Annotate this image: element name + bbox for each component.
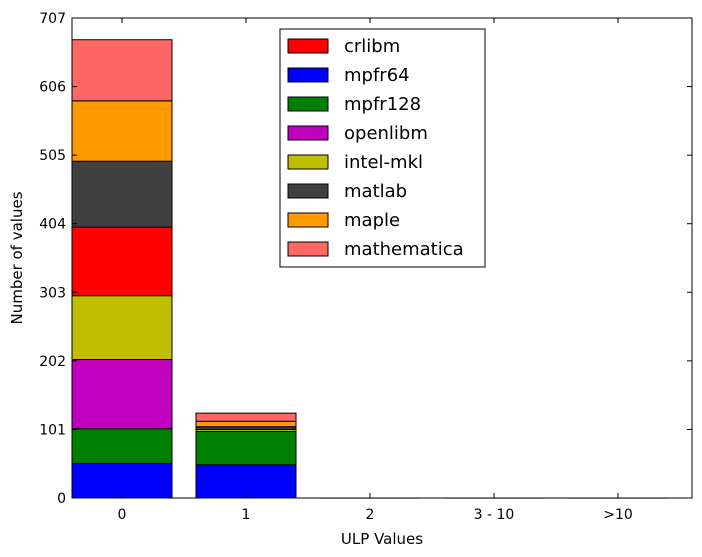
bar-openlibm-0 <box>71 358 173 430</box>
legend: crlibm mpfr64 mpfr128 openlibm intel-mkl matl… <box>279 28 486 268</box>
bars-group <box>71 39 669 499</box>
bar-mpfr128-1 <box>195 430 297 466</box>
y-tick-label-707: 707 <box>39 11 66 27</box>
legend-label-openlibm: openlibm <box>344 123 428 144</box>
y-axis-label: Number of values <box>8 191 26 324</box>
legend-swatch-intel-mkl <box>287 154 329 170</box>
y-tick-label-505: 505 <box>39 148 66 164</box>
bar-matlab-0 <box>71 160 173 228</box>
y-tick-label-202: 202 <box>39 354 66 370</box>
legend-label-mpfr64: mpfr64 <box>344 65 410 86</box>
legend-swatch-matlab <box>287 183 329 199</box>
bar-maple-0 <box>71 100 173 162</box>
x-tick-label-2: 2 <box>366 507 375 523</box>
legend-label-matlab: matlab <box>344 181 407 202</box>
y-tick-label-404: 404 <box>39 217 66 233</box>
legend-swatch-mpfr128 <box>287 96 329 112</box>
legend-swatch-maple <box>287 212 329 228</box>
y-tick-label-606: 606 <box>39 80 66 96</box>
y-tick-label-0: 0 <box>57 491 66 507</box>
plot-frame <box>71 17 693 499</box>
legend-label-intel-mkl: intel-mkl <box>344 152 423 173</box>
x-tick-label-1: 1 <box>242 507 251 523</box>
bar-intel-mkl-0 <box>71 295 173 360</box>
legend-swatch-mpfr64 <box>287 67 329 83</box>
legend-label-mathematica: mathematica <box>344 239 464 260</box>
x-tick-label-0: 0 <box>118 507 127 523</box>
bar-mathematica-1 <box>195 412 297 422</box>
x-axis-label: ULP Values <box>341 530 423 548</box>
legend-label-mpfr128: mpfr128 <box>344 94 421 115</box>
x-tick-label-10: >10 <box>603 507 633 523</box>
legend-swatch-crlibm <box>287 38 329 54</box>
legend-label-crlibm: crlibm <box>344 36 400 57</box>
bar-mathematica-0 <box>71 39 173 102</box>
bar-maple-1 <box>195 420 297 428</box>
bar-mpfr64-0 <box>71 462 173 499</box>
bar-crlibm-0 <box>71 226 173 297</box>
ticks-group: 0 101 202 303 404 505 606 707 0 1 2 3 - 10 >10 <box>39 11 692 523</box>
y-tick-label-101: 101 <box>39 422 66 438</box>
legend-swatch-openlibm <box>287 125 329 141</box>
legend-swatch-mathematica <box>287 241 329 257</box>
bar-mpfr64-1 <box>195 464 297 499</box>
bar-mpfr128-0 <box>71 428 173 464</box>
legend-label-maple: maple <box>344 210 400 231</box>
x-tick-label-3-10: 3 - 10 <box>474 507 515 523</box>
y-tick-label-303: 303 <box>39 285 66 301</box>
